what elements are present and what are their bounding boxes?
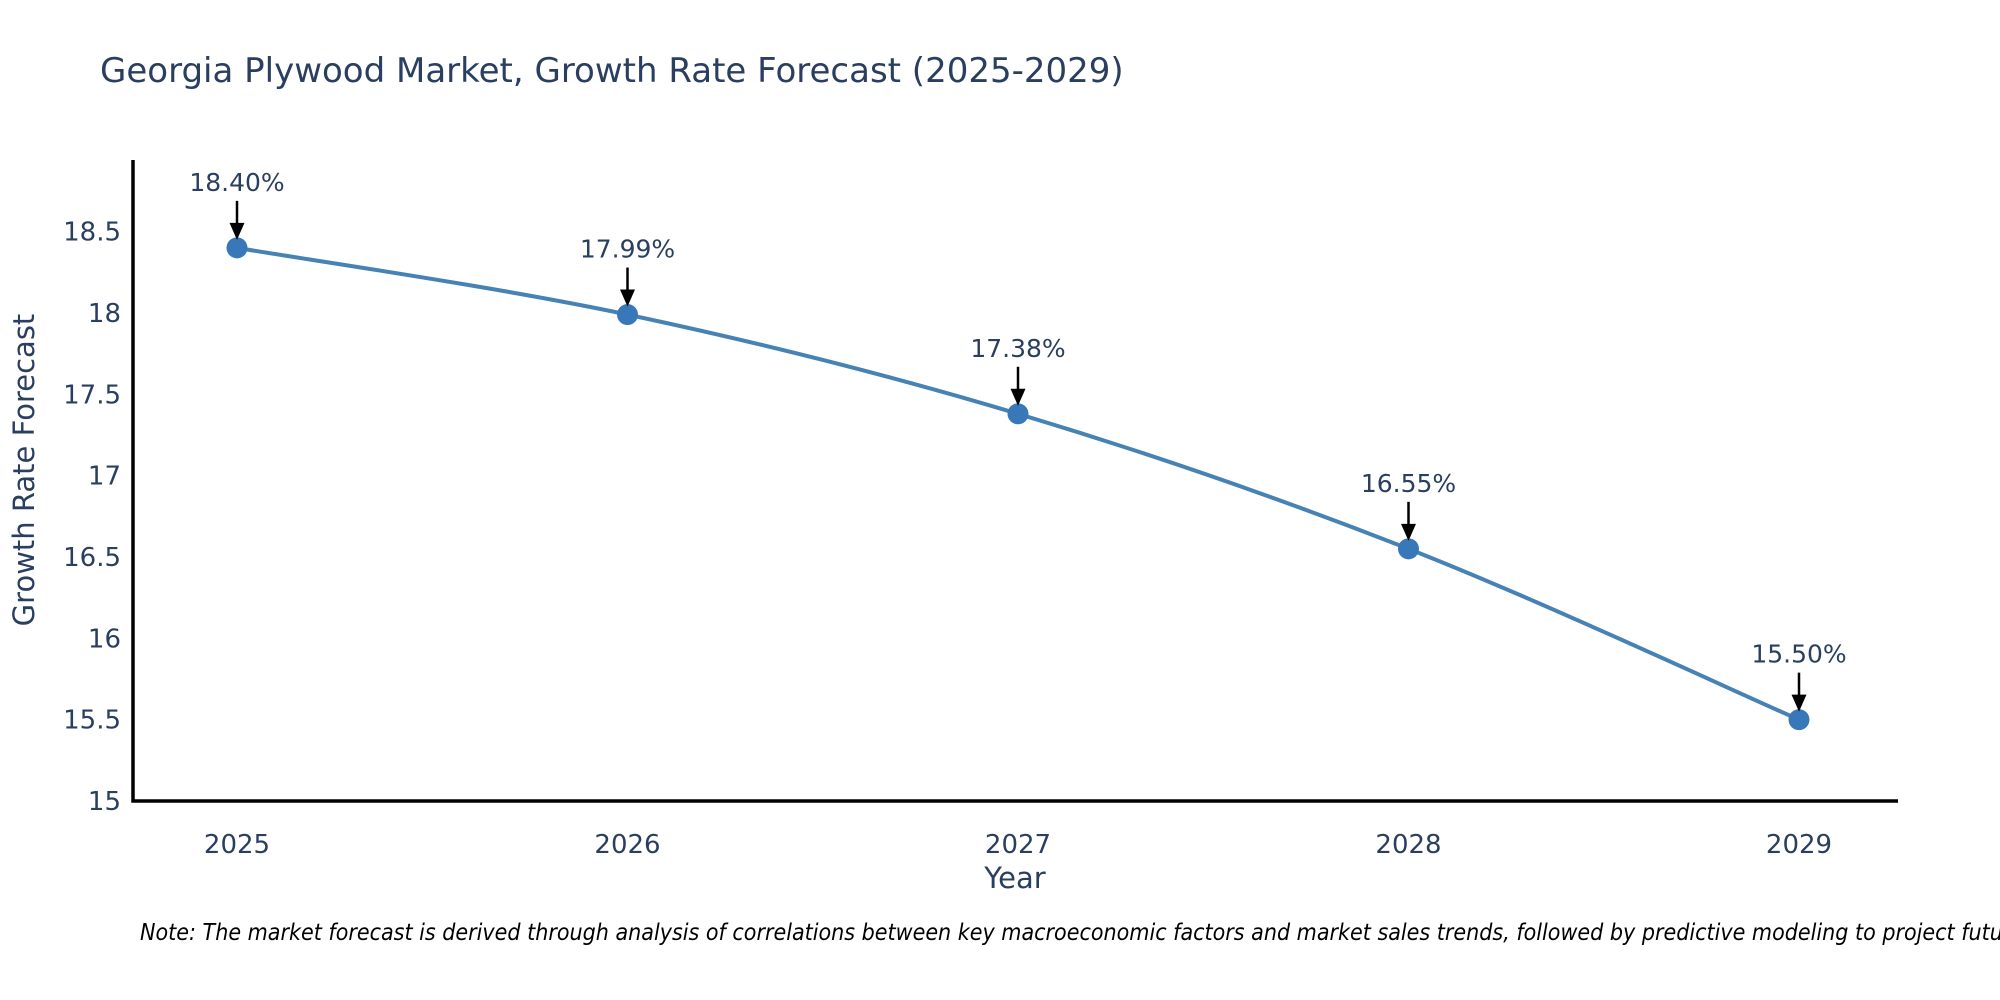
- point-label-2026: 17.99%: [580, 235, 675, 264]
- data-point-2029[interactable]: [1788, 709, 1810, 731]
- chart-title: Georgia Plywood Market, Growth Rate Fore…: [100, 51, 1124, 91]
- x-tick-label: 2025: [204, 830, 270, 860]
- data-point-2025[interactable]: [226, 237, 248, 259]
- y-tick-label: 16: [88, 624, 121, 654]
- x-tick-label: 2027: [985, 830, 1051, 860]
- data-point-2028[interactable]: [1398, 538, 1419, 560]
- annotations-layer: 18.40% 17.99% 17.38% 16.55% 15.50%: [189, 168, 1847, 712]
- trend-line-layer: [226, 237, 1810, 731]
- annotation-arrow-head: [229, 222, 245, 240]
- annotation-arrow-head: [1401, 523, 1416, 541]
- y-tick-label: 17.5: [63, 380, 121, 410]
- footnote-text: Note: The market forecast is derived thr…: [140, 920, 2000, 946]
- annotation-arrow-head: [620, 289, 635, 307]
- trend-line: [236, 245, 1800, 722]
- annotation-arrow-head: [1791, 694, 1807, 712]
- y-tick-label: 18.5: [63, 218, 121, 248]
- y-tick-label: 15.5: [63, 706, 121, 736]
- y-tick-label: 17: [88, 462, 121, 492]
- x-axis-tick-labels: 2025 2026 2027 2028 2029: [204, 830, 1832, 860]
- point-label-2025: 18.40%: [189, 168, 284, 197]
- y-tick-label: 15: [88, 787, 121, 817]
- data-point-2027[interactable]: [1007, 403, 1029, 425]
- data-point-2026[interactable]: [617, 304, 638, 326]
- point-label-2029: 15.50%: [1751, 640, 1846, 669]
- y-axis-tick-labels: 15 15.5 16 16.5 17 17.5 18 18.5: [63, 218, 121, 817]
- y-tick-label: 18: [88, 299, 121, 329]
- y-tick-label: 16.5: [63, 543, 121, 573]
- x-tick-label: 2028: [1375, 830, 1441, 860]
- x-tick-label: 2029: [1766, 830, 1832, 860]
- y-axis-title: Growth Rate Forecast: [7, 314, 41, 627]
- x-tick-label: 2026: [594, 830, 660, 860]
- annotation-arrow-head: [1010, 388, 1026, 406]
- point-label-2028: 16.55%: [1361, 469, 1456, 498]
- x-axis-title: Year: [983, 861, 1045, 895]
- axis-lines: [131, 160, 1898, 803]
- point-label-2027: 17.38%: [970, 334, 1065, 363]
